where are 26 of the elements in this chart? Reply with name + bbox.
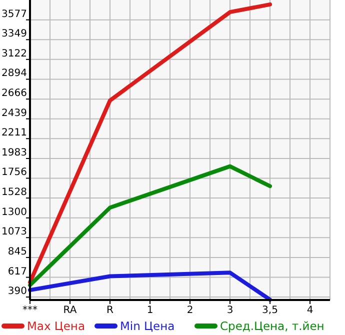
y-tick-label: 617 [8,266,27,278]
x-tick-label: R [106,305,114,316]
y-tick-label: 2894 [2,68,27,80]
y-tick-label: 390 [8,286,27,298]
y-tick-label: 1756 [2,167,27,178]
y-tick-label: 2211 [2,128,27,139]
legend-label: Сред.Цена, т.йен [220,319,324,333]
x-tick-label: 2 [186,305,194,316]
legend-label: Min Цена [120,319,175,333]
y-tick-label: 2439 [2,108,27,119]
y-tick-label: 1300 [2,206,27,218]
x-tick-label: *** [22,305,38,316]
y-tick-label: 845 [8,246,27,258]
y-tick-label: 3349 [2,28,27,40]
legend-label: Max Цена [27,319,85,333]
y-tick-label: 1073 [2,226,27,238]
x-tick-label: 3 [226,305,234,316]
x-tick-label: 1 [146,305,154,316]
y-tick-label: 2666 [2,88,27,100]
y-tick-label: 1983 [2,147,27,158]
x-tick-label: RA [63,305,77,316]
y-tick-label: 3122 [2,48,27,60]
x-tick-label: 3,5 [262,305,278,316]
y-tick-label: 3577 [2,8,27,20]
x-tick-label: 4 [306,305,314,316]
y-tick-label: 1528 [2,187,27,198]
